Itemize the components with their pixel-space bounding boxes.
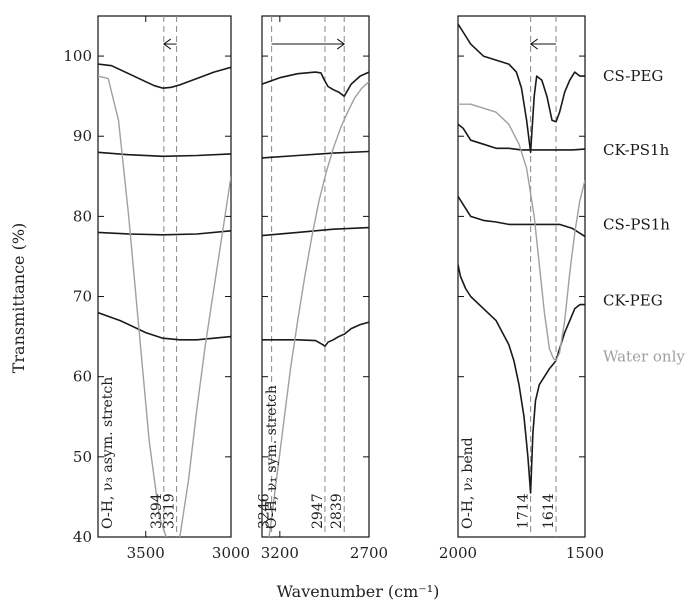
series-label-ck-ps1h: CK-PS1h	[603, 141, 670, 159]
y-tick-label: 90	[73, 127, 92, 145]
series-label-cs-ps1h: CS-PS1h	[603, 215, 670, 233]
marker-label-2839: 2839	[329, 493, 345, 529]
series-label-water-only: Water only	[603, 348, 685, 366]
marker-label-3246: 3246	[257, 493, 273, 529]
shift-arrow-head	[162, 38, 172, 50]
panel-oh-bend: 2000 1500 O-H, ν₂ bend 1714 1614	[439, 15, 604, 562]
y-tick-label: 50	[73, 448, 92, 466]
band-label: O-H, ν₁ sym. stretch	[264, 385, 280, 529]
panel-frame	[97, 15, 232, 538]
panel-frame	[457, 15, 586, 538]
shift-arrow-head	[529, 38, 538, 50]
marker-label-1714: 1714	[516, 493, 532, 529]
x-tick-label: 3000	[212, 544, 250, 562]
y-tick-label: 80	[73, 207, 92, 225]
series-line-cs-ps1h	[458, 195, 585, 238]
band-label: O-H, ν₃ asym. stretch	[100, 377, 116, 529]
x-tick-label: 1500	[566, 544, 604, 562]
series-line-ck-ps1h	[458, 123, 585, 151]
marker-label-1614: 1614	[541, 493, 557, 529]
series-line-water-only	[98, 75, 231, 537]
x-tick-label: 2000	[439, 544, 477, 562]
series-line-ck-peg	[458, 264, 585, 494]
marker-label-3394: 3394	[149, 493, 165, 529]
series-line-ck-ps1h	[98, 151, 231, 158]
x-tick-label: 3200	[261, 544, 299, 562]
marker-label-3319: 3319	[162, 493, 178, 529]
series-line-ck-ps1h	[262, 150, 369, 159]
series-label-cs-peg: CS-PEG	[603, 67, 663, 85]
series-line-ck-peg	[262, 321, 369, 348]
y-tick-label: 70	[73, 288, 92, 306]
series-line-water-only	[268, 81, 369, 537]
marker-label-2947: 2947	[310, 493, 326, 529]
series-line-cs-ps1h	[98, 230, 231, 236]
series-label-ck-peg: CK-PEG	[603, 292, 663, 310]
series-line-cs-ps1h	[262, 226, 369, 237]
y-axis-label: Transmittance (%)	[9, 223, 28, 374]
x-tick-label: 2700	[350, 544, 388, 562]
y-tick-label: 40	[73, 528, 92, 546]
band-label: O-H, ν₂ bend	[460, 437, 476, 529]
x-tick-label: 3500	[127, 544, 165, 562]
x-axis-label: Wavenumber (cm⁻¹)	[277, 582, 440, 601]
series-line-water-only	[458, 103, 585, 362]
series-line-cs-peg	[458, 23, 585, 154]
panel-frame	[261, 15, 370, 538]
y-tick-label: 60	[73, 368, 92, 386]
series-line-cs-peg	[98, 63, 231, 89]
series-line-cs-peg	[262, 71, 369, 97]
series-line-ck-peg	[98, 311, 231, 341]
panel-oh-asym: 40 50 60 70 80 90 100 3500 3000 O-H, ν₃ asym. str…	[63, 15, 250, 562]
shift-arrow-head	[336, 38, 346, 50]
y-tick-label: 100	[63, 47, 92, 65]
